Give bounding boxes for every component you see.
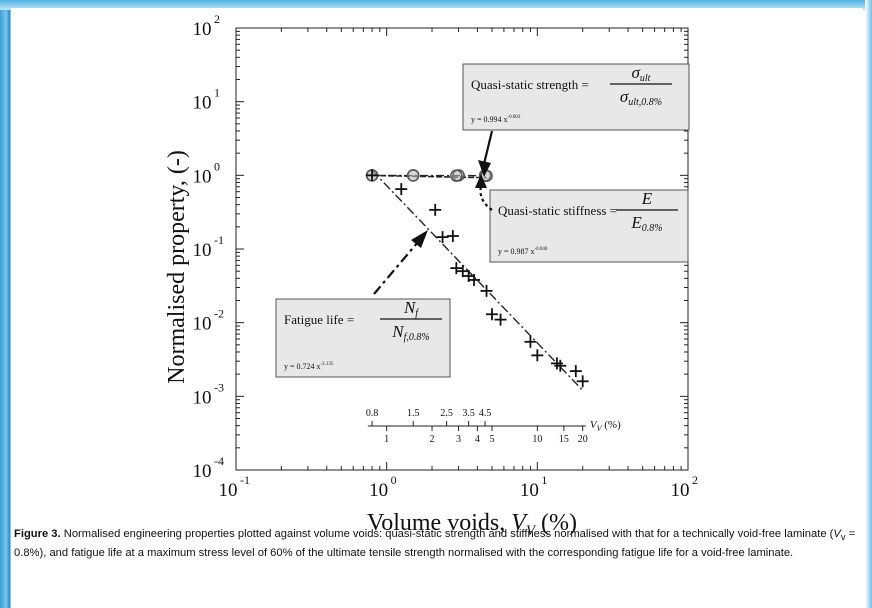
y-tick-label-exponent: -4 — [214, 454, 224, 468]
figure-caption: Figure 3. Normalised engineering propert… — [14, 526, 860, 561]
data-point-plus — [395, 183, 408, 196]
y-tick-label-exponent: -1 — [214, 233, 224, 247]
fatigue-arrow-head — [411, 230, 428, 248]
data-point-plus — [531, 349, 544, 362]
top-border — [0, 0, 872, 10]
y-tick-label-exponent: 0 — [214, 159, 220, 173]
x-tick-label: 10 — [671, 480, 690, 501]
caption-text-2: = 0.8%), and fatigue life at a maximum s… — [14, 528, 856, 560]
data-point-plus — [554, 359, 567, 372]
data-point-plus — [576, 375, 589, 388]
fatigue-arrow — [373, 230, 428, 295]
secondary-axis-top-label: 0.8 — [366, 408, 379, 419]
secondary-axis-bottom-label: 5 — [489, 434, 494, 445]
caption-subscript: v — [840, 532, 846, 543]
secondary-axis-bottom-label: 1 — [384, 434, 389, 445]
caption-symbol: V — [833, 528, 841, 540]
stiffness-arrow-shaft — [479, 185, 493, 211]
fit-line-1 — [372, 174, 487, 179]
secondary-axis-top-label: 2.5 — [440, 408, 453, 419]
annotation-label: Fatigue life = — [284, 312, 354, 327]
y-tick-label: 10 — [193, 461, 212, 482]
x-tick-label: 10 — [520, 480, 539, 501]
data-point-circle — [450, 169, 463, 182]
strength-arrow-head — [478, 160, 491, 177]
data-point-plus — [429, 203, 442, 216]
x-tick-label-exponent: -1 — [240, 473, 250, 487]
data-point-plus — [468, 273, 481, 286]
annotation-fit: y = 0.994 x-0.003 — [471, 115, 521, 124]
data-point-plus — [436, 231, 449, 244]
fatigue-arrow-shaft — [373, 241, 419, 295]
annotation-fit: y = 0.724 x-2.135 — [284, 362, 334, 371]
x-tick-label-exponent: 2 — [692, 473, 698, 487]
data-point-plus — [446, 230, 459, 243]
annotation-label: Quasi-static stiffness = — [498, 203, 617, 218]
x-tick-label-exponent: 1 — [541, 473, 547, 487]
data-point-plus — [494, 313, 507, 326]
stiffness-arrow-head — [475, 174, 487, 188]
x-tick-label: 10 — [369, 480, 388, 501]
annotation-label: Quasi-static strength = — [471, 77, 589, 92]
fraction-numerator: E — [641, 189, 653, 208]
data-point-plus — [366, 169, 379, 182]
y-tick-label: 10 — [193, 387, 212, 408]
secondary-axis-bottom-label: 10 — [532, 434, 542, 445]
x-axis-label: Volume voids, VV (%) — [367, 510, 577, 539]
data-point-circle — [406, 169, 420, 182]
fraction-numerator: Nf — [403, 298, 419, 319]
y-axis-label: Normalised property, (-) — [164, 150, 190, 384]
secondary-axis-bottom-label: 20 — [578, 434, 588, 445]
data-point-plus — [480, 284, 493, 297]
secondary-axis-top-label: 4.5 — [479, 408, 492, 419]
y-tick-label: 10 — [193, 314, 212, 335]
y-tick-label-exponent: -3 — [214, 380, 224, 394]
caption-label: Figure 3. — [14, 528, 61, 540]
secondary-axis-bottom-label: 15 — [559, 434, 569, 445]
y-tick-label: 10 — [193, 166, 212, 187]
y-tick-label-exponent: 2 — [214, 12, 220, 26]
strength-arrow-shaft — [482, 130, 494, 165]
data-point-plus — [569, 365, 582, 378]
secondary-axis-bottom-label: 2 — [430, 434, 435, 445]
annotation-box — [489, 189, 689, 263]
right-border — [865, 0, 872, 608]
secondary-axis-bottom-label: 4 — [475, 434, 480, 445]
y-tick-label: 10 — [193, 240, 212, 261]
y-tick-label-exponent: -2 — [214, 307, 224, 321]
secondary-axis-label: VV (%) — [590, 419, 621, 433]
x-tick-label-exponent: 0 — [391, 473, 397, 487]
annotation-fit: y = 0.987 x-0.040 — [498, 247, 548, 256]
y-tick-label: 10 — [193, 93, 212, 114]
caption-text-1: Normalised engineering properties plotte… — [60, 528, 834, 540]
annotation-stiffness: Quasi-static stiffness =EE0.8%y = 0.987 … — [489, 189, 689, 263]
secondary-axis-top-label: 3.5 — [462, 408, 475, 419]
data-point-plus — [524, 335, 537, 348]
x-tick-label: 10 — [219, 480, 238, 501]
y-tick-label: 10 — [193, 19, 212, 40]
data-point-plus — [450, 262, 463, 275]
y-tick-label-exponent: 1 — [214, 86, 220, 100]
secondary-axis-bottom-label: 3 — [456, 434, 461, 445]
secondary-axis-top-label: 1.5 — [407, 408, 420, 419]
strength-arrow — [478, 130, 494, 177]
annotation-box — [462, 63, 690, 131]
stiffness-arrow — [475, 174, 493, 211]
data-point-plus — [485, 308, 498, 321]
annotation-box — [275, 298, 451, 378]
